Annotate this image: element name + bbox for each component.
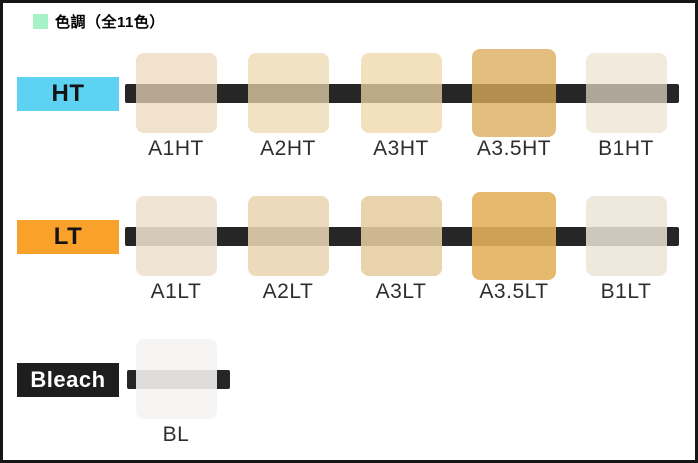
shade-name-a3-5lt: A3.5LT: [479, 280, 549, 303]
shade-name-bl: BL: [162, 423, 190, 446]
swatch-a2lt: [248, 196, 329, 276]
legend-color-icon: [33, 14, 48, 29]
row-chip-ht: HT: [17, 77, 119, 111]
row-chip-bleach: Bleach: [17, 363, 119, 397]
swatch-b1ht: [586, 53, 667, 133]
shade-name-b1ht: B1HT: [598, 137, 654, 160]
shade-name-a3ht: A3HT: [373, 137, 429, 160]
swatch-a1lt: [136, 196, 217, 276]
swatch-bl: [136, 339, 217, 419]
swatch-a3ht: [361, 53, 442, 133]
swatch-b1lt: [586, 196, 667, 276]
shade-name-a1lt: A1LT: [150, 280, 202, 303]
shade-name-a3lt: A3LT: [375, 280, 427, 303]
shade-name-b1lt: B1LT: [600, 280, 652, 303]
row-chip-lt: LT: [17, 220, 119, 254]
swatch-a2ht: [248, 53, 329, 133]
chart-header: 色調（全11色）: [33, 11, 165, 32]
shade-name-a2ht: A2HT: [260, 137, 316, 160]
shade-name-a2lt: A2LT: [262, 280, 314, 303]
swatch-a3-5ht: [472, 49, 556, 137]
chart-title: 色調（全11色）: [55, 14, 165, 31]
swatch-a3lt: [361, 196, 442, 276]
swatch-a1ht: [136, 53, 217, 133]
shade-name-a3-5ht: A3.5HT: [476, 137, 552, 160]
shade-name-a1ht: A1HT: [148, 137, 204, 160]
swatch-a3-5lt: [472, 192, 556, 280]
